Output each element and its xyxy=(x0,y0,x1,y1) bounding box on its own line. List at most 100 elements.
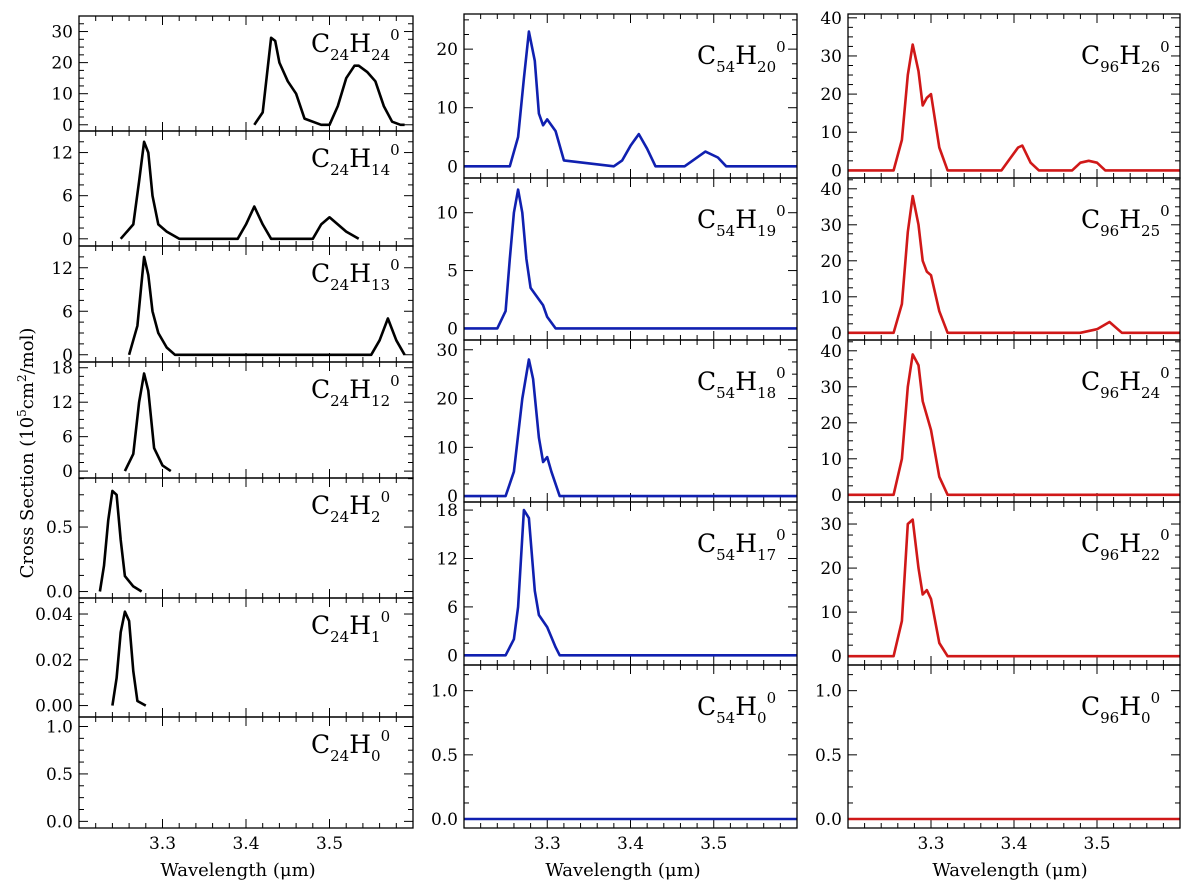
panel-frame xyxy=(463,339,798,503)
species-label-h-sub: 24 xyxy=(1141,384,1160,402)
y-tick-label: 20 xyxy=(51,54,73,74)
spectrum-line xyxy=(119,140,360,241)
y-tick-label: 0.5 xyxy=(431,746,458,766)
y-tick-label: 12 xyxy=(51,144,73,164)
panel-1-4: 0.0 0.5 1.0 3.3 3.4 3.5 C54H00 xyxy=(431,664,798,854)
species-label-c-sub: 54 xyxy=(716,222,735,240)
y-tick-label: 0.0 xyxy=(46,812,73,832)
x-tick-label: 3.3 xyxy=(534,834,561,854)
panel-frame xyxy=(847,664,1181,829)
y-tick-label: 5 xyxy=(447,262,458,282)
species-label-h: H xyxy=(1119,692,1141,721)
y-tick-label: 20 xyxy=(436,390,458,410)
y-tick-label: 0.5 xyxy=(46,765,73,785)
panel-0-4: 0.0 0.5 C24H20 xyxy=(46,477,414,603)
species-label-c-sub: 24 xyxy=(330,46,349,64)
spectrum-line xyxy=(123,372,172,473)
x-tick-label: 3.4 xyxy=(232,834,259,854)
species-label-c: C xyxy=(311,144,330,173)
y-tick-label: 10 xyxy=(51,85,73,105)
spectrum-line xyxy=(127,255,406,357)
spectrum-line xyxy=(111,610,147,707)
spectrum-line xyxy=(253,36,405,127)
species-label-h: H xyxy=(349,491,371,520)
x-tick-label: 3.5 xyxy=(1083,834,1110,854)
y-tick-label: 0 xyxy=(831,486,842,506)
y-tick-label: 30 xyxy=(820,515,842,535)
y-tick-label: 10 xyxy=(820,288,842,308)
species-label-c-sub: 96 xyxy=(1100,222,1119,240)
species-label: C24H130 xyxy=(311,256,400,294)
y-tick-label: 1.0 xyxy=(431,682,458,702)
y-tick-label: 18 xyxy=(436,501,458,521)
y-tick-label: 10 xyxy=(820,603,842,623)
panel-frame xyxy=(78,716,414,829)
species-label-c-sub: 24 xyxy=(330,276,349,294)
species-label-sup: 0 xyxy=(1160,364,1170,382)
y-tick-label: 0.0 xyxy=(46,583,73,603)
spectrum-line xyxy=(848,194,1180,335)
y-tick-label: 6 xyxy=(62,428,73,448)
y-tick-label: 0.02 xyxy=(35,651,73,671)
y-tick-label: 0 xyxy=(62,462,73,482)
y-axis-title-main: Cross Section (10 xyxy=(17,417,38,579)
y-tick-label: 0 xyxy=(447,487,458,507)
species-label-h-sub: 24 xyxy=(371,46,390,64)
species-label-c-sub: 24 xyxy=(330,747,349,765)
species-label-h-sub: 0 xyxy=(371,747,381,765)
spectrum-line xyxy=(464,30,797,168)
species-label-c: C xyxy=(311,29,330,58)
species-label-c-sub: 96 xyxy=(1100,709,1119,727)
y-tick-label: 0.04 xyxy=(35,605,73,625)
y-tick-label: 12 xyxy=(51,259,73,279)
species-label-sup: 0 xyxy=(1160,526,1170,544)
species-label-h-sub: 26 xyxy=(1141,58,1160,76)
species-label-h: H xyxy=(349,259,371,288)
x-tick-label: 3.4 xyxy=(1000,834,1027,854)
y-tick-label: 10 xyxy=(820,450,842,470)
y-tick-label: 10 xyxy=(436,438,458,458)
y-tick-label: 0.5 xyxy=(815,746,842,766)
species-label-c: C xyxy=(697,205,716,234)
species-label-c: C xyxy=(311,259,330,288)
species-label-c: C xyxy=(311,730,330,759)
x-tick-label: 3.4 xyxy=(617,834,644,854)
y-tick-label: 20 xyxy=(820,559,842,579)
species-label-h: H xyxy=(735,367,757,396)
species-label: C24H120 xyxy=(311,372,400,410)
y-tick-label: 30 xyxy=(820,378,842,398)
species-label-c: C xyxy=(1081,205,1100,234)
spectrum-line xyxy=(464,358,797,498)
spectrum-line xyxy=(848,43,1180,172)
spectrum-line xyxy=(848,353,1180,497)
species-label-h-sub: 1 xyxy=(371,628,381,646)
species-label-h-sub: 19 xyxy=(757,222,776,240)
y-tick-label: 20 xyxy=(436,40,458,60)
species-label: C24H00 xyxy=(311,727,390,765)
x-tick-label: 3.5 xyxy=(316,834,343,854)
y-tick-label: 10 xyxy=(436,99,458,119)
species-label-sup: 0 xyxy=(776,364,786,382)
species-label-sup: 0 xyxy=(381,488,391,506)
species-label-h: H xyxy=(735,41,757,70)
y-tick-label: 0.00 xyxy=(35,697,73,717)
y-tick-label: 20 xyxy=(820,85,842,105)
y-tick-label: 1.0 xyxy=(46,717,73,737)
species-label-c-sub: 24 xyxy=(330,628,349,646)
species-label-sup: 0 xyxy=(1151,689,1161,707)
species-label-c: C xyxy=(311,375,330,404)
y-tick-label: 12 xyxy=(436,549,458,569)
y-tick-label: 0 xyxy=(447,319,458,339)
species-label-h-sub: 20 xyxy=(757,58,776,76)
x-tick-label: 3.3 xyxy=(149,834,176,854)
